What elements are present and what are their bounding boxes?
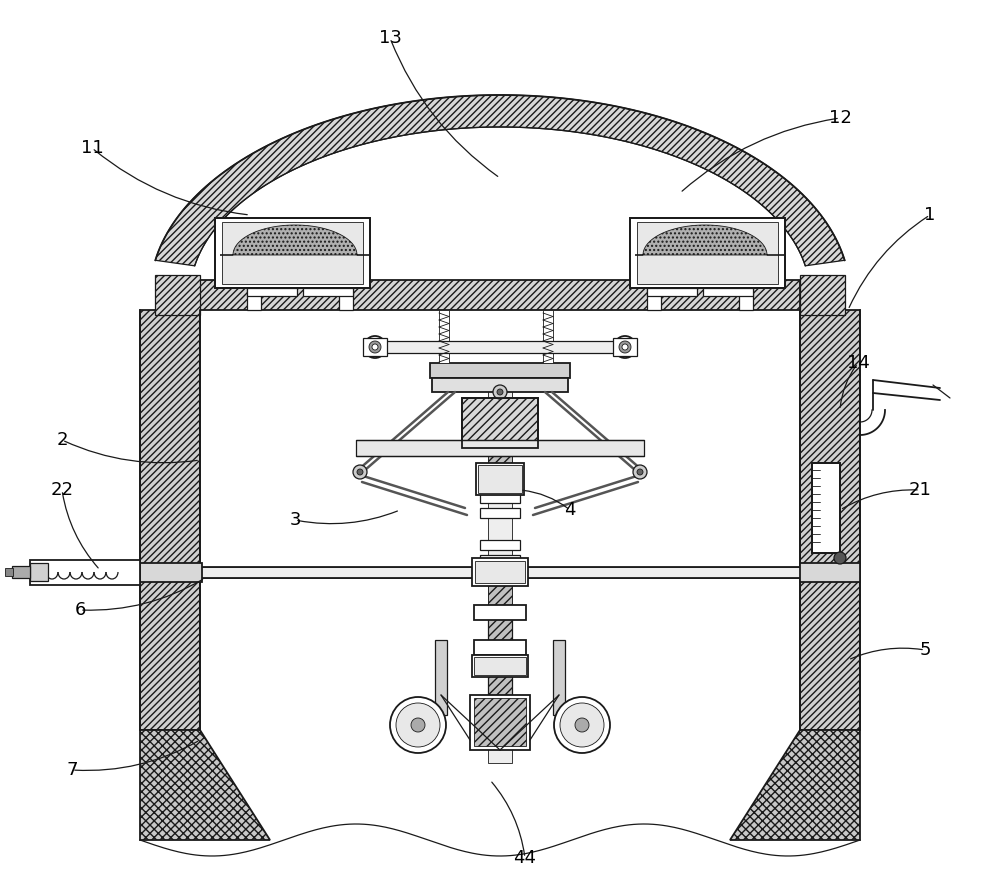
Bar <box>630 218 785 288</box>
Circle shape <box>364 336 386 358</box>
Bar <box>435 640 447 715</box>
Bar <box>613 338 637 356</box>
Circle shape <box>390 697 446 753</box>
Bar <box>488 560 512 605</box>
Bar <box>439 310 449 363</box>
Circle shape <box>637 469 643 475</box>
Polygon shape <box>155 95 845 266</box>
Circle shape <box>619 341 631 353</box>
Polygon shape <box>140 730 270 840</box>
Text: 6: 6 <box>74 601 86 619</box>
Bar <box>30 563 48 581</box>
Bar <box>472 558 528 586</box>
Bar <box>488 605 512 695</box>
Bar <box>480 555 520 565</box>
Text: 13: 13 <box>379 29 401 47</box>
Text: 21: 21 <box>909 481 931 499</box>
Bar <box>812 463 840 553</box>
Bar <box>462 398 538 448</box>
Bar <box>543 310 553 363</box>
Circle shape <box>369 341 381 353</box>
Circle shape <box>834 552 846 564</box>
Circle shape <box>575 718 589 732</box>
Polygon shape <box>220 225 370 255</box>
Circle shape <box>357 469 363 475</box>
Text: 14: 14 <box>847 354 869 372</box>
Bar <box>140 563 202 582</box>
Bar <box>488 448 512 493</box>
Bar <box>462 398 538 448</box>
Bar <box>480 540 520 550</box>
Bar <box>637 222 778 284</box>
Bar <box>800 563 860 582</box>
Bar <box>386 341 625 353</box>
Bar <box>12 566 30 578</box>
Bar <box>432 378 568 392</box>
Bar <box>480 508 520 518</box>
Bar <box>647 288 661 310</box>
Circle shape <box>554 697 610 753</box>
Bar <box>247 288 261 310</box>
Bar <box>703 288 753 296</box>
Bar <box>155 275 200 315</box>
Text: 7: 7 <box>66 761 78 779</box>
Bar <box>476 463 524 495</box>
Circle shape <box>633 465 647 479</box>
Bar <box>215 218 370 288</box>
Text: 44: 44 <box>514 849 536 867</box>
Bar <box>430 363 570 378</box>
Bar <box>140 567 860 578</box>
Circle shape <box>372 344 378 350</box>
Bar <box>488 605 512 695</box>
Polygon shape <box>730 730 860 840</box>
Circle shape <box>396 703 440 747</box>
Text: 12: 12 <box>829 109 851 127</box>
Bar <box>474 657 526 675</box>
Circle shape <box>353 465 367 479</box>
Bar <box>480 493 520 503</box>
Circle shape <box>493 385 507 399</box>
Bar <box>478 465 522 493</box>
Bar <box>356 440 644 456</box>
Bar <box>647 288 697 296</box>
Polygon shape <box>635 225 785 255</box>
Bar <box>812 463 840 553</box>
Bar <box>472 655 528 677</box>
Circle shape <box>411 718 425 732</box>
Bar <box>247 288 297 296</box>
Bar <box>200 280 800 310</box>
Circle shape <box>497 389 503 395</box>
Bar <box>488 363 512 763</box>
Bar <box>303 288 353 296</box>
Circle shape <box>560 703 604 747</box>
Circle shape <box>614 336 636 358</box>
Text: 5: 5 <box>919 641 931 659</box>
Circle shape <box>622 344 628 350</box>
Bar <box>553 640 565 715</box>
Bar <box>339 288 353 310</box>
Bar <box>739 288 753 310</box>
Text: 1: 1 <box>924 206 936 224</box>
Bar <box>475 561 525 583</box>
Text: 3: 3 <box>289 511 301 529</box>
Bar <box>630 218 785 288</box>
Bar <box>474 640 526 655</box>
Text: 2: 2 <box>56 431 68 449</box>
Bar <box>474 698 526 746</box>
Bar <box>363 338 387 356</box>
Bar <box>30 560 140 585</box>
Bar <box>140 310 200 730</box>
Bar <box>222 222 363 284</box>
Bar <box>5 568 13 576</box>
Bar <box>800 275 845 315</box>
Bar <box>470 695 530 750</box>
Bar <box>800 310 860 730</box>
Bar <box>215 218 370 288</box>
Text: 11: 11 <box>81 139 103 157</box>
Bar <box>474 605 526 620</box>
Text: 4: 4 <box>564 501 576 519</box>
Text: 22: 22 <box>50 481 74 499</box>
